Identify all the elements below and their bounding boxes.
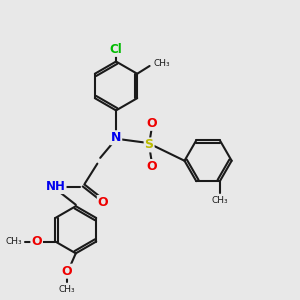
Text: CH₃: CH₃ (59, 285, 76, 294)
Text: O: O (62, 265, 73, 278)
Text: O: O (147, 117, 157, 130)
Text: CH₃: CH₃ (5, 237, 22, 246)
Text: NH: NH (46, 180, 66, 193)
Text: N: N (111, 131, 121, 144)
Text: S: S (145, 138, 154, 152)
Text: CH₃: CH₃ (153, 59, 170, 68)
Text: Cl: Cl (110, 43, 122, 56)
Text: O: O (147, 160, 157, 173)
Text: O: O (32, 235, 42, 248)
Text: O: O (98, 196, 108, 209)
Text: CH₃: CH₃ (212, 196, 228, 205)
